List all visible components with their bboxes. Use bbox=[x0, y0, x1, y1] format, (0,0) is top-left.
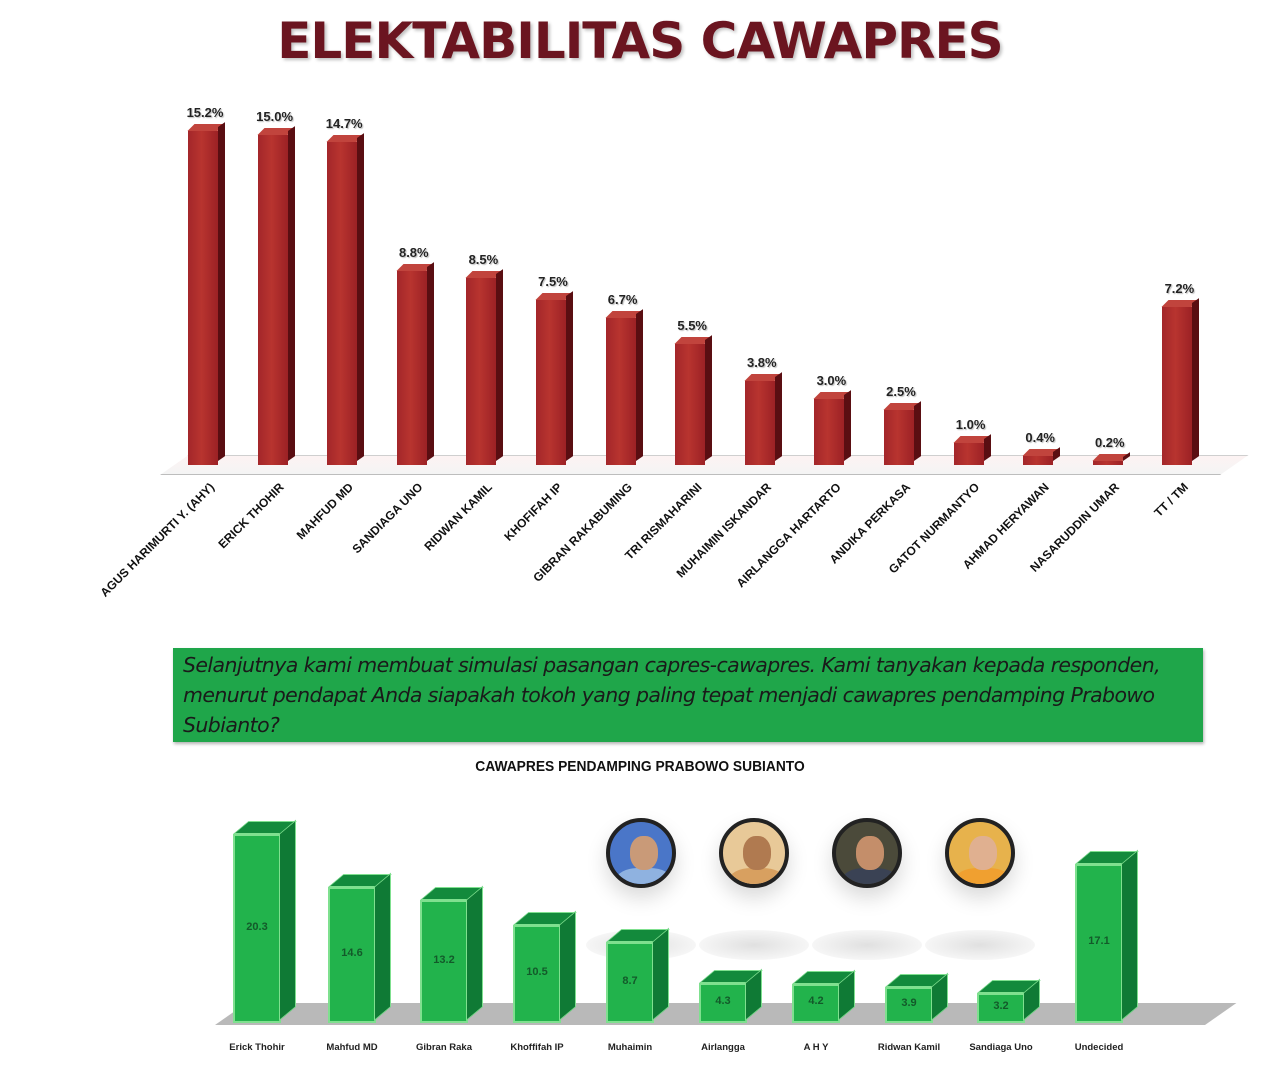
bar bbox=[327, 141, 358, 465]
avatar-shadow bbox=[925, 930, 1035, 960]
bar-value-label: 15.2% bbox=[186, 104, 224, 120]
category-label: MAHFUD MD bbox=[293, 480, 357, 543]
category-label: RIDWAN KAMIL bbox=[421, 480, 496, 554]
bar bbox=[513, 925, 561, 1023]
bar bbox=[328, 887, 376, 1023]
avatar-shadow bbox=[699, 930, 809, 960]
bar-value-label: 6.7% bbox=[607, 291, 638, 307]
bar bbox=[1075, 863, 1123, 1023]
bar-value-label: 8.8% bbox=[398, 245, 429, 261]
bar bbox=[466, 278, 497, 465]
category-label: A H Y bbox=[803, 1042, 829, 1053]
bar bbox=[885, 986, 933, 1023]
avatar-shadow bbox=[812, 930, 922, 960]
bar bbox=[257, 135, 288, 465]
bar-value-label: 10.5 bbox=[526, 966, 548, 979]
category-label: Ridwan Kamil bbox=[877, 1042, 941, 1053]
bar-value-label: 14.7% bbox=[325, 115, 363, 131]
bar-value-label: 4.2 bbox=[808, 995, 824, 1008]
bar-value-label: 5.5% bbox=[677, 318, 707, 333]
mahfud-md-photo bbox=[719, 818, 789, 888]
bar bbox=[744, 381, 775, 465]
elektabilitas-cawapres-chart: 15.2% AGUS HARIMURTI Y. (AHY) 15.0% ERICK T… bbox=[0, 0, 1280, 660]
category-label: Mahfud MD bbox=[326, 1042, 378, 1053]
bar-value-label: 0.2% bbox=[1094, 434, 1125, 450]
category-label: TT / TM bbox=[1151, 480, 1192, 520]
category-label: SANDIAGA UNO bbox=[349, 480, 426, 557]
bar bbox=[977, 993, 1025, 1023]
khofifah-photo bbox=[945, 818, 1015, 888]
gibran-photo bbox=[832, 818, 902, 888]
category-label: Erick Thohir bbox=[229, 1042, 285, 1053]
bar-value-label: 4.3 bbox=[715, 995, 731, 1007]
bar-value-label: 8.7 bbox=[622, 974, 638, 987]
bar bbox=[1162, 306, 1193, 465]
bar bbox=[1023, 456, 1054, 465]
bar-value-label: 7.5% bbox=[538, 274, 568, 289]
category-label: Gibran Raka bbox=[416, 1042, 472, 1053]
bar bbox=[792, 983, 840, 1023]
category-label: AGUS HARIMURTI Y. (AHY) bbox=[97, 480, 217, 600]
bar-value-label: 15.0% bbox=[256, 109, 294, 124]
category-label: Muhaimin bbox=[607, 1042, 653, 1053]
bar-value-label: 13.2 bbox=[433, 953, 455, 966]
category-label: Sandiaga Uno bbox=[969, 1042, 1033, 1053]
bar-value-label: 0.4% bbox=[1025, 430, 1055, 446]
bar bbox=[675, 344, 706, 465]
bar-value-label: 1.0% bbox=[955, 417, 986, 432]
bar bbox=[606, 942, 654, 1023]
category-label: Airlangga bbox=[701, 1042, 745, 1053]
bar-value-label: 17.1 bbox=[1088, 935, 1110, 948]
bar bbox=[396, 271, 427, 465]
category-label: KHOFIFAH IP bbox=[501, 480, 565, 544]
bar-value-label: 3.8% bbox=[746, 355, 777, 371]
category-label: TRI RISMAHARINI bbox=[621, 480, 705, 563]
bar-value-label: 3.2 bbox=[993, 1000, 1009, 1013]
erick-thohir-photo bbox=[606, 818, 676, 888]
second-chart-title: CAWAPRES PENDAMPING PRABOWO SUBIANTO bbox=[475, 758, 805, 775]
bar-value-label: 20.3 bbox=[246, 920, 268, 933]
bar-value-label: 2.5% bbox=[886, 384, 916, 399]
bar bbox=[884, 410, 914, 465]
bar bbox=[699, 983, 747, 1023]
bar bbox=[814, 399, 845, 465]
bar-value-label: 8.5% bbox=[468, 252, 499, 267]
chart-title: ELEKTABILITAS CAWAPRES bbox=[277, 12, 1003, 70]
category-label: Undecided bbox=[1074, 1042, 1124, 1053]
bar-value-label: 7.2% bbox=[1164, 280, 1195, 296]
bar bbox=[1092, 460, 1123, 465]
category-label: ERICK THOHIR bbox=[215, 480, 287, 552]
bar-value-label: 3.0% bbox=[816, 373, 847, 388]
bar-value-label: 14.6 bbox=[341, 947, 363, 960]
category-label: Khoffifah IP bbox=[510, 1042, 564, 1053]
bar bbox=[536, 300, 566, 465]
bar bbox=[233, 834, 281, 1023]
question-note: Selanjutnya kami membuat simulasi pasang… bbox=[173, 648, 1203, 742]
bar bbox=[605, 317, 636, 465]
bar bbox=[188, 130, 218, 465]
bar-value-label: 3.9 bbox=[901, 996, 917, 1009]
bar bbox=[420, 900, 468, 1023]
bar bbox=[953, 443, 984, 465]
